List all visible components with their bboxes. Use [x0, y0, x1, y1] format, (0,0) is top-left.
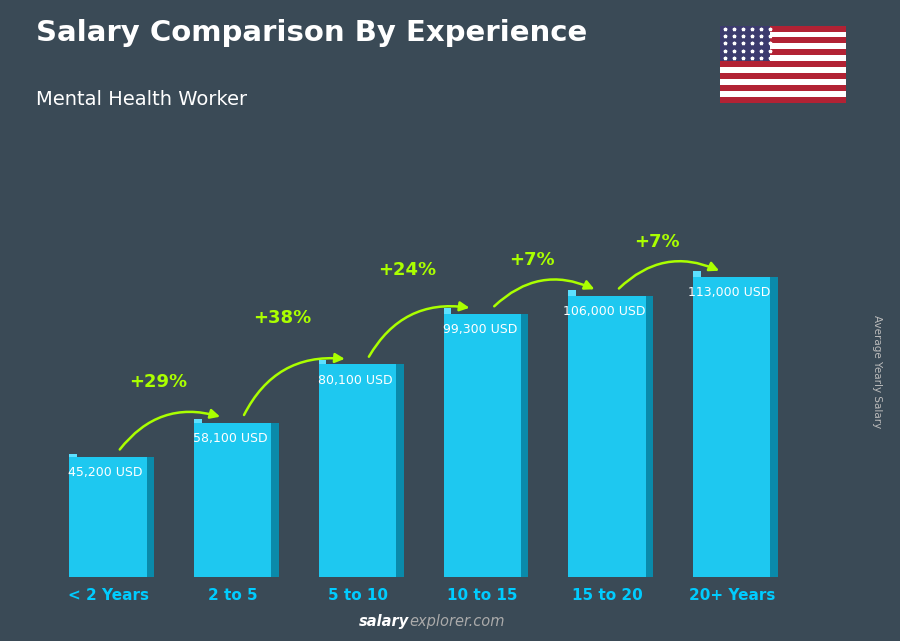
Polygon shape: [521, 313, 528, 577]
Bar: [720, 97, 846, 103]
Bar: [720, 61, 846, 67]
Text: +7%: +7%: [634, 233, 680, 251]
Text: salary: salary: [359, 615, 410, 629]
Polygon shape: [69, 454, 154, 457]
Bar: [69, 457, 147, 577]
Polygon shape: [272, 423, 279, 577]
Bar: [720, 37, 846, 44]
Polygon shape: [194, 419, 279, 423]
Polygon shape: [396, 365, 404, 577]
Text: +38%: +38%: [254, 310, 311, 328]
Polygon shape: [770, 277, 778, 577]
Text: +7%: +7%: [509, 251, 555, 269]
Text: +24%: +24%: [378, 261, 436, 279]
Text: +29%: +29%: [129, 373, 187, 391]
Polygon shape: [568, 290, 653, 296]
FancyArrowPatch shape: [244, 354, 342, 415]
Bar: [319, 365, 396, 577]
FancyArrowPatch shape: [369, 303, 467, 357]
Text: Mental Health Worker: Mental Health Worker: [36, 90, 248, 109]
FancyArrowPatch shape: [120, 410, 218, 449]
Text: 80,100 USD: 80,100 USD: [318, 374, 392, 387]
Bar: [444, 313, 521, 577]
Bar: [568, 296, 645, 577]
Text: 106,000 USD: 106,000 USD: [563, 305, 645, 318]
Polygon shape: [319, 360, 404, 365]
Bar: [720, 26, 770, 61]
Bar: [720, 26, 846, 31]
Text: 58,100 USD: 58,100 USD: [193, 432, 267, 445]
Bar: [194, 423, 272, 577]
Text: 45,200 USD: 45,200 USD: [68, 466, 143, 479]
Text: Salary Comparison By Experience: Salary Comparison By Experience: [36, 19, 587, 47]
Polygon shape: [444, 308, 528, 313]
Text: Average Yearly Salary: Average Yearly Salary: [872, 315, 883, 428]
FancyArrowPatch shape: [494, 279, 592, 306]
Polygon shape: [147, 457, 154, 577]
Polygon shape: [693, 271, 778, 277]
Text: 99,300 USD: 99,300 USD: [443, 323, 517, 336]
Text: 113,000 USD: 113,000 USD: [688, 287, 770, 299]
Bar: [720, 49, 846, 55]
Text: explorer.com: explorer.com: [410, 615, 505, 629]
Bar: [720, 73, 846, 79]
Polygon shape: [645, 296, 653, 577]
Bar: [693, 277, 770, 577]
Bar: [720, 85, 846, 91]
FancyArrowPatch shape: [619, 261, 716, 288]
